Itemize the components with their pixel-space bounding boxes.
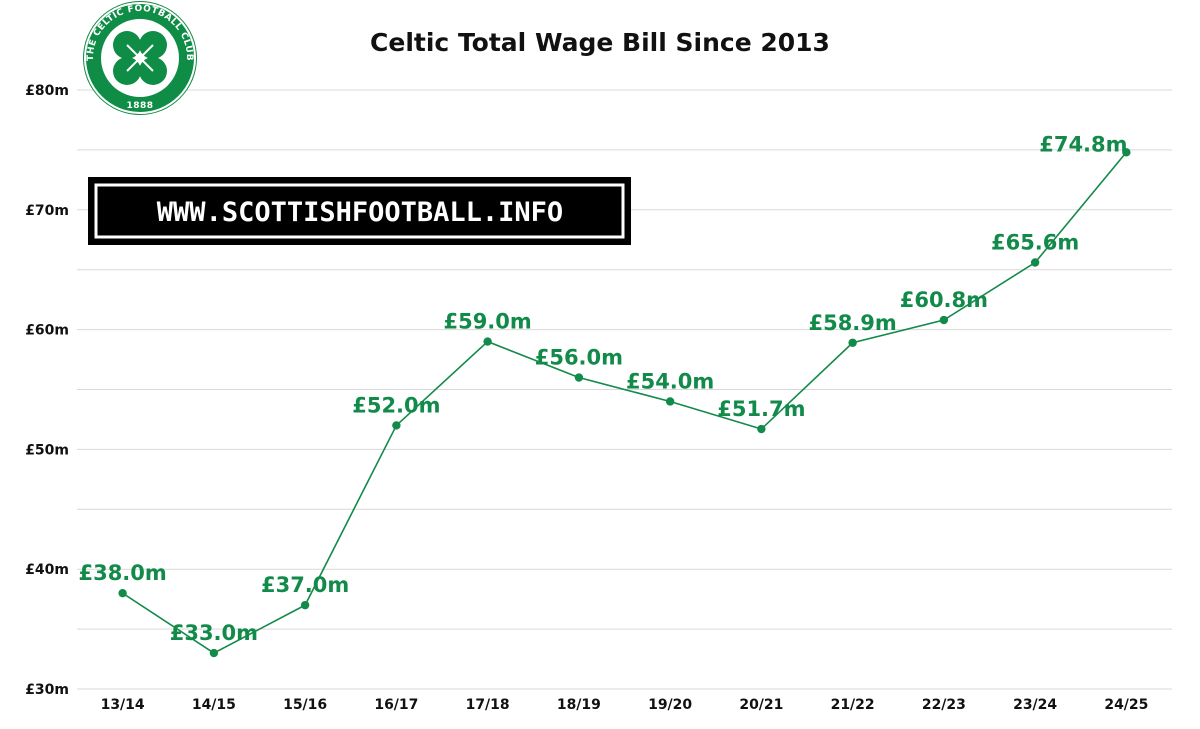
y-tick-label: £60m bbox=[25, 323, 69, 339]
data-label-layer: £38.0m £33.0m£37.0m £52.0m £59.0m£56.0m£54.… bbox=[78, 132, 1127, 645]
logo-year: 1888 bbox=[126, 101, 153, 111]
data-point bbox=[483, 337, 492, 346]
x-tick-label: 16/17 bbox=[374, 697, 418, 713]
watermark-banner: WWW.SCOTTISHFOOTBALL.INFO bbox=[88, 177, 631, 245]
chart-title: Celtic Total Wage Bill Since 2013 bbox=[370, 28, 830, 57]
celtic-logo: THE CELTIC FOOTBALL CLUB 1888 bbox=[83, 1, 197, 115]
data-point bbox=[209, 648, 219, 658]
y-tick-label: £30m bbox=[25, 682, 69, 698]
data-point bbox=[665, 397, 675, 406]
x-tick-label: 23/24 bbox=[1013, 697, 1057, 713]
shamrock-icon bbox=[113, 31, 167, 85]
data-label: £74.8m bbox=[1039, 132, 1127, 156]
data-point bbox=[118, 588, 127, 598]
data-point bbox=[848, 338, 857, 347]
data-label: £37.0m bbox=[261, 573, 349, 597]
data-label: £51.7m bbox=[717, 397, 805, 421]
data-point bbox=[392, 421, 401, 430]
data-label: £56.0m bbox=[535, 346, 623, 370]
x-tick-label: 15/16 bbox=[283, 697, 327, 713]
x-tick-label: 24/25 bbox=[1104, 697, 1148, 713]
series-layer bbox=[118, 148, 1131, 658]
data-label: £65.6m bbox=[991, 231, 1079, 255]
data-label: £59.0m bbox=[443, 310, 531, 334]
series-line bbox=[122, 151, 1127, 654]
data-point bbox=[1122, 148, 1131, 157]
y-tick-label: £70m bbox=[25, 203, 69, 219]
x-tick-label: 14/15 bbox=[192, 697, 236, 713]
data-label: £33.0m bbox=[170, 621, 258, 645]
data-label: £60.8m bbox=[900, 288, 988, 312]
data-point bbox=[574, 373, 584, 382]
x-tick-label: 18/19 bbox=[557, 697, 601, 713]
data-point bbox=[1030, 258, 1040, 267]
x-tick-label: 19/20 bbox=[648, 697, 692, 713]
y-tick-label: £50m bbox=[25, 442, 69, 458]
y-tick-label: £40m bbox=[25, 562, 69, 578]
x-tick-label: 22/23 bbox=[922, 697, 966, 713]
x-tick-label: 17/18 bbox=[466, 697, 510, 713]
x-tick-label: 20/21 bbox=[739, 697, 783, 713]
x-tick-label: 21/22 bbox=[831, 697, 875, 713]
y-axis-ticks: £30m £40m £50m £60m £70m £80m bbox=[25, 83, 69, 698]
data-label: £54.0m bbox=[626, 369, 714, 393]
data-label: £52.0m bbox=[352, 393, 440, 417]
data-point bbox=[300, 600, 310, 610]
data-point bbox=[757, 424, 766, 434]
y-tick-label: £80m bbox=[25, 83, 69, 99]
x-tick-label: 13/14 bbox=[101, 697, 145, 713]
data-label: £58.9m bbox=[808, 311, 896, 335]
data-label: £38.0m bbox=[78, 561, 166, 585]
x-axis-ticks: 13/14 14/15 15/16 16/17 17/18 18/19 19/20 20/21… bbox=[101, 697, 1149, 713]
watermark-text: WWW.SCOTTISHFOOTBALL.INFO bbox=[157, 197, 563, 228]
data-point bbox=[939, 315, 949, 325]
